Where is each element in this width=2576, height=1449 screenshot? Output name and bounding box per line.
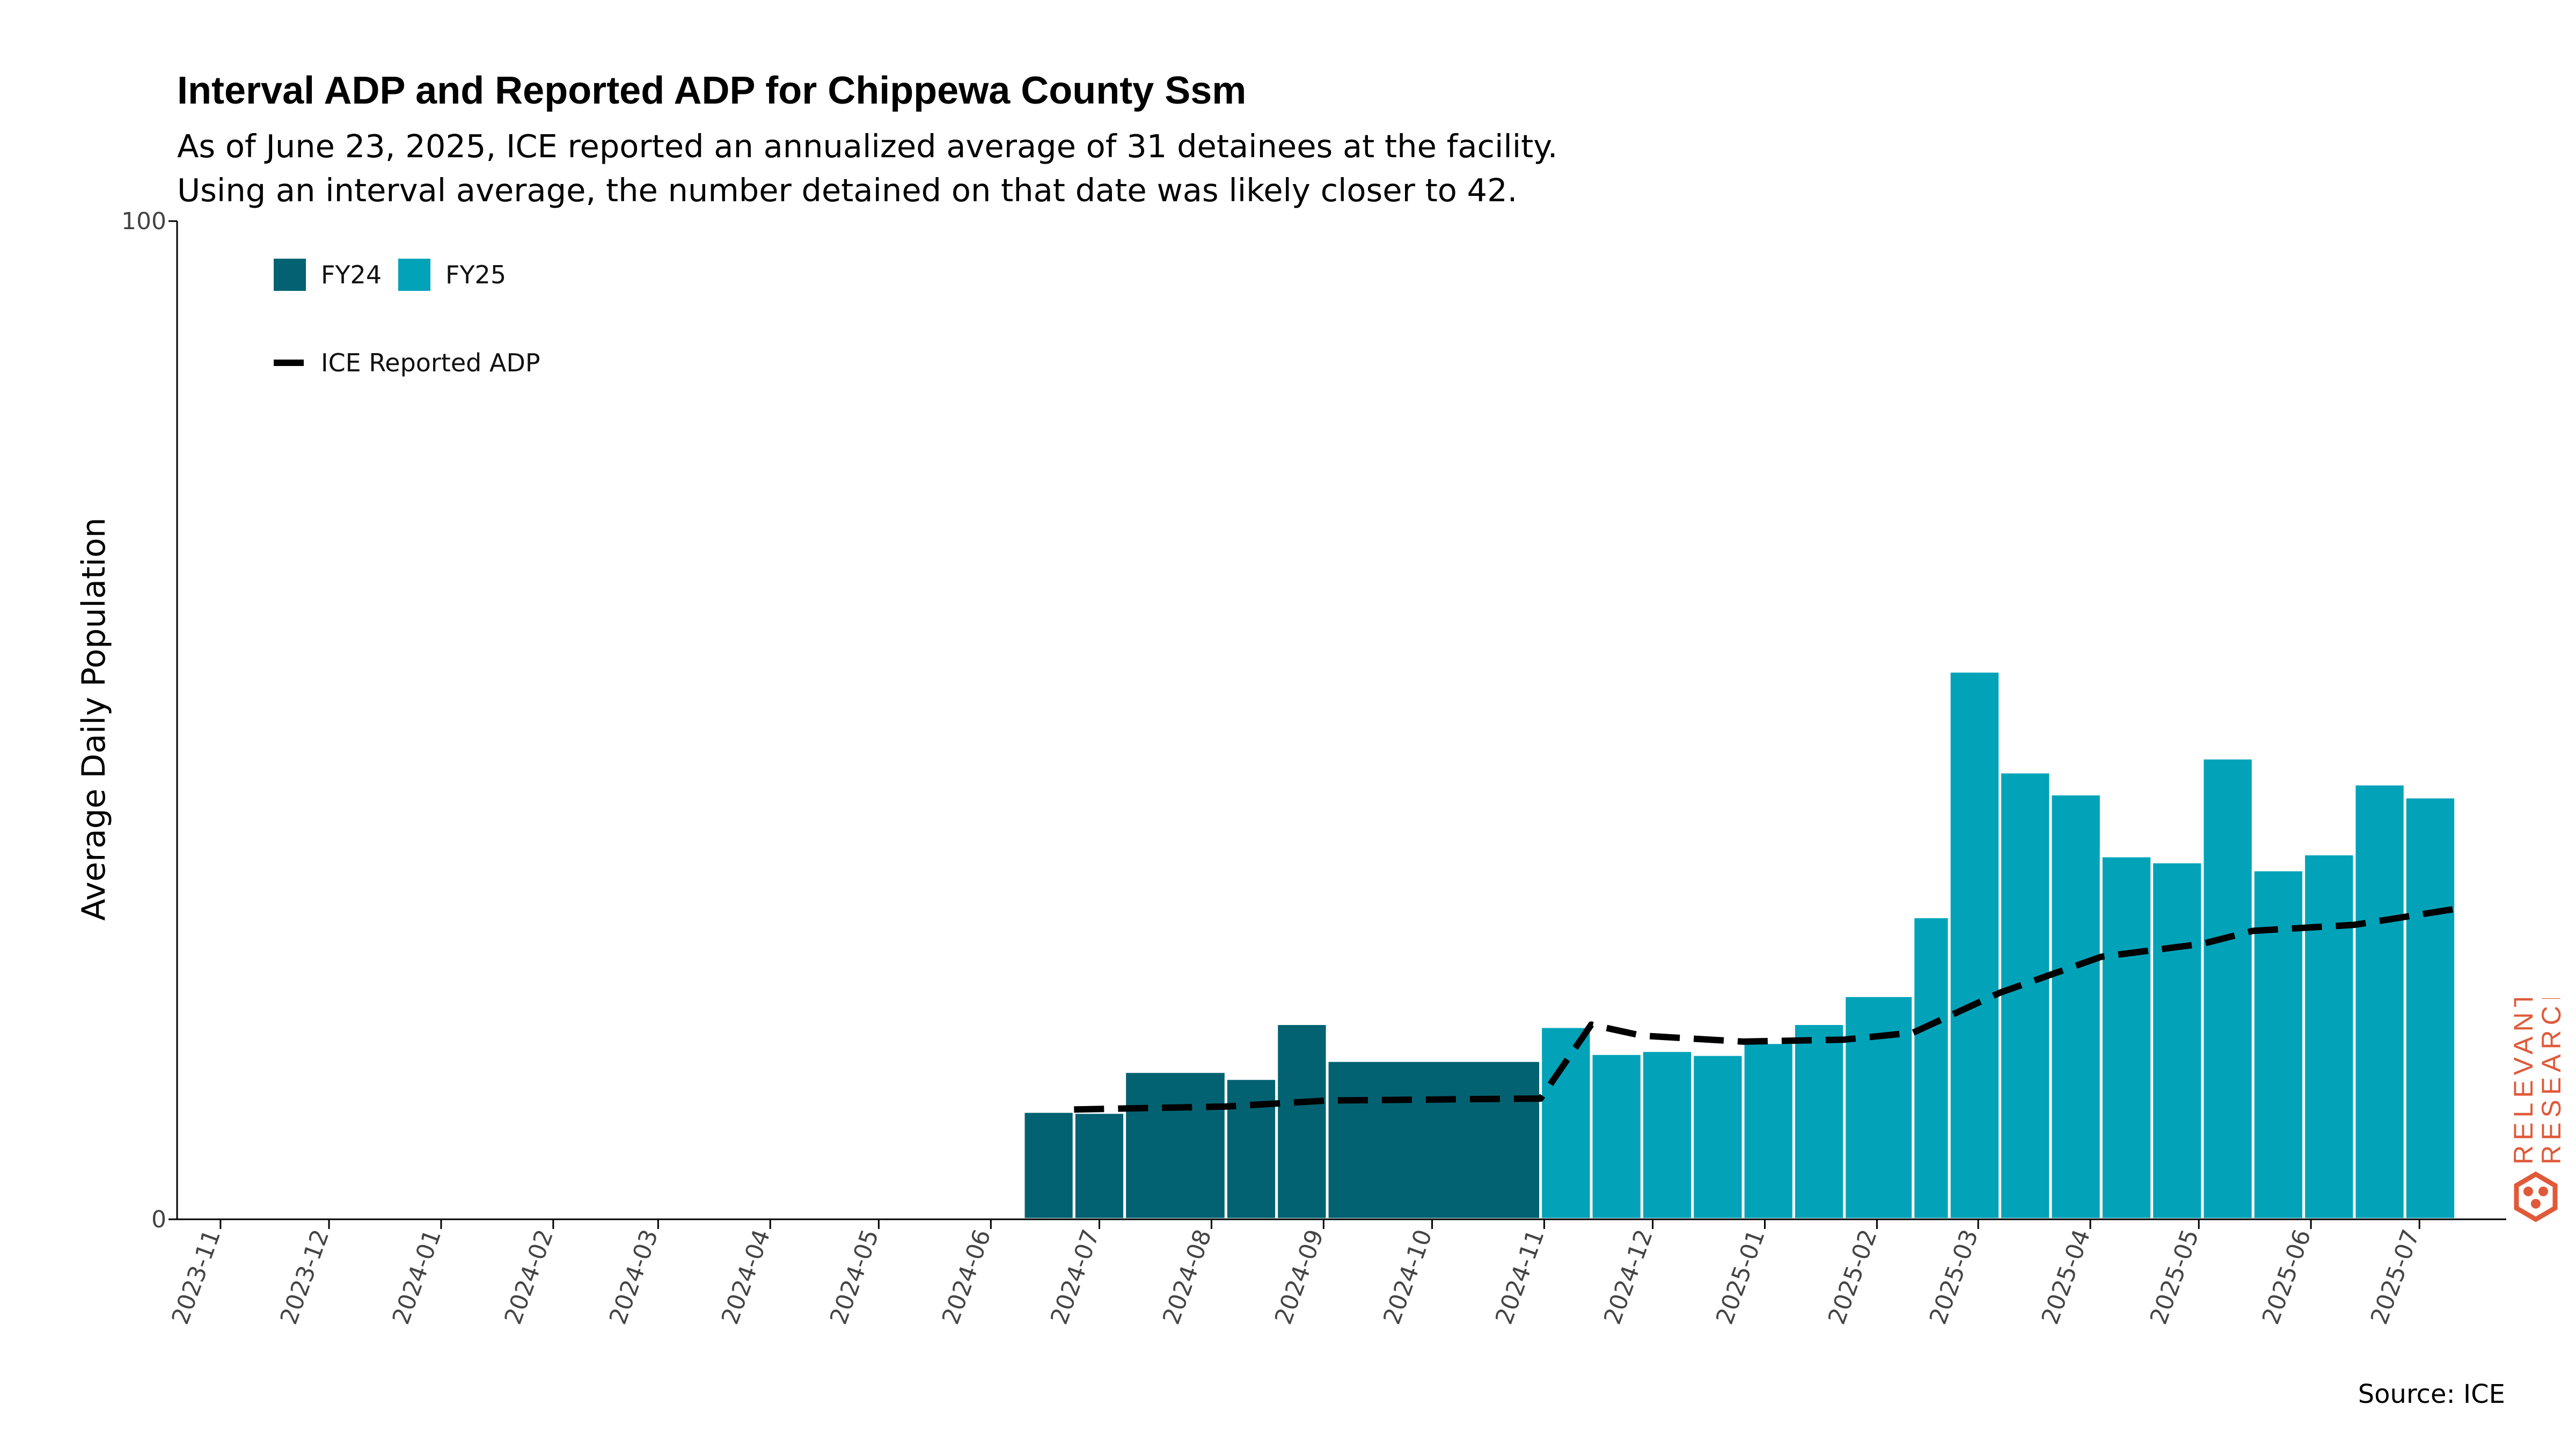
y-tick-label-0: 0 [151,1206,166,1233]
x-tick-label-2025-02: 2025-02 [1823,1226,1883,1328]
bar-fy25-4 [1691,1053,1745,1221]
reported-adp-line [1074,905,2456,1113]
legend-label-fy24: FY24 [321,260,382,289]
bar-fy25-7 [1843,994,1915,1221]
chart-subtitle: As of June 23, 2025, ICE reported an ann… [177,125,1558,213]
bar-fy24-4 [1224,1077,1278,1221]
bar-fy25-15 [2251,868,2306,1221]
bar-fy25-12 [2099,854,2154,1221]
bar-fy25-18 [2403,795,2457,1221]
x-tick-label-2024-02: 2024-02 [499,1226,559,1328]
legend-label-fy25: FY25 [445,260,506,289]
bar-fy25-8 [1912,915,1951,1221]
x-tick-label-2024-05: 2024-05 [825,1226,884,1328]
legend-swatch-fy24 [274,259,306,291]
bar-fy25-11 [2049,793,2103,1221]
y-tick-label-100: 100 [121,208,166,235]
x-tick-label-2024-03: 2024-03 [604,1226,664,1328]
x-tick-label-2025-05: 2025-05 [2145,1226,2205,1328]
x-tick-label-2024-08: 2024-08 [1158,1226,1217,1328]
x-tick-label-2025-01: 2025-01 [1711,1226,1770,1328]
x-tick-label-2025-07: 2025-07 [2366,1226,2425,1328]
subtitle-line-2: Using an interval average, the number de… [177,172,1518,209]
bar-fy25-10 [1999,771,2052,1221]
bar-fy25-13 [2150,860,2204,1221]
x-tick-label-2024-11: 2024-11 [1490,1226,1550,1328]
bar-fy25-1 [1539,1025,1593,1221]
bar-fy25-16 [2302,852,2356,1221]
relevant-research-logo: RELEVANT RESEARCH [2508,998,2566,1223]
legend-label-reported-adp: ICE Reported ADP [321,348,540,377]
bar-fy25-2 [1590,1052,1643,1221]
chart-title: Interval ADP and Reported ADP for Chippe… [177,69,1247,112]
bar-fy25-17 [2353,782,2406,1221]
x-tick-label-2023-12: 2023-12 [275,1226,335,1328]
bar-fy24-6 [1326,1059,1542,1221]
x-tick-label-2023-11: 2023-11 [166,1226,226,1328]
legend-swatch-fy25 [398,259,430,291]
bar-fy24-1 [1022,1110,1075,1221]
bar-fy24-2 [1072,1111,1126,1221]
bar-fy25-3 [1640,1049,1694,1221]
x-tick-label-2024-04: 2024-04 [716,1226,776,1328]
x-tick-label-2025-04: 2025-04 [2037,1226,2096,1328]
logo-hexagon-icon [2514,1171,2558,1223]
x-tick-label-2024-07: 2024-07 [1045,1226,1105,1328]
x-tick-label-2024-06: 2024-06 [937,1226,997,1328]
x-tick-label-2024-09: 2024-09 [1270,1226,1329,1328]
bar-fy25-6 [1792,1022,1846,1221]
x-tick-label-2025-03: 2025-03 [1924,1226,1984,1328]
reported-adp-line-group [1074,905,2456,1113]
legend: FY24 FY25 ICE Reported ADP [274,259,540,377]
bar-group [1022,670,2457,1221]
subtitle-line-1: As of June 23, 2025, ICE reported an ann… [177,128,1558,165]
bar-fy24-3 [1123,1070,1227,1221]
source-note: Source: ICE [2358,1379,2505,1409]
bar-fy25-5 [1741,1041,1795,1221]
logo-text-relevant: RELEVANT [2508,998,2538,1165]
x-tick-label-2024-01: 2024-01 [387,1226,447,1328]
bar-fy25-14 [2201,757,2255,1221]
logo-text-research: RESEARCH [2536,998,2566,1165]
x-tick-label-2024-12: 2024-12 [1599,1226,1658,1328]
bar-fy24-5 [1275,1022,1329,1221]
x-tick-label-2024-10: 2024-10 [1378,1226,1438,1328]
x-tick-label-2025-06: 2025-06 [2257,1226,2317,1328]
bar-fy25-9 [1948,670,2002,1221]
